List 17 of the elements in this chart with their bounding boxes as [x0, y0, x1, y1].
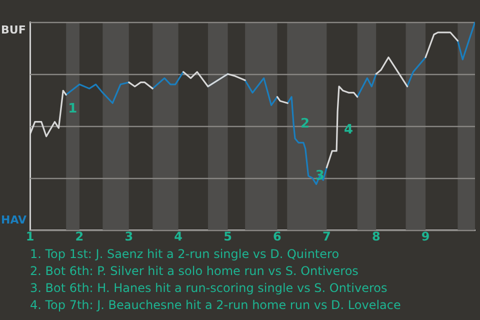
x-tick-label: 4 [174, 229, 183, 244]
x-tick-label: 6 [273, 229, 282, 244]
text: 2. Bot 6th: P. Silver hit a solo home run vs S. Ontiveros [30, 263, 360, 280]
annotation: 4 [344, 122, 354, 138]
x-tick-label: 3 [124, 229, 134, 244]
text: HAV [1, 213, 27, 226]
x-tick-label: 1 [26, 229, 34, 244]
x-tick-label: 5 [224, 229, 232, 244]
x-tick-label: 7 [322, 229, 331, 244]
text: 1. Top 1st: J. Saenz hit a 2-run single vs D. Quintero [30, 246, 340, 263]
x-tick-label: 2 [75, 229, 84, 244]
annotation: 1 [68, 102, 78, 117]
text: 4. Top 7th: J. Beauchesne hit a 2-run home run vs D. Lovelace [30, 297, 401, 314]
x-tick-label: 8 [372, 229, 380, 244]
x-tick-label: 9 [421, 229, 430, 244]
text: 3. Bot 6th: H. Hanes hit a run-scoring single vs S. Ontiveros [30, 280, 388, 297]
text: BUF [1, 23, 26, 36]
